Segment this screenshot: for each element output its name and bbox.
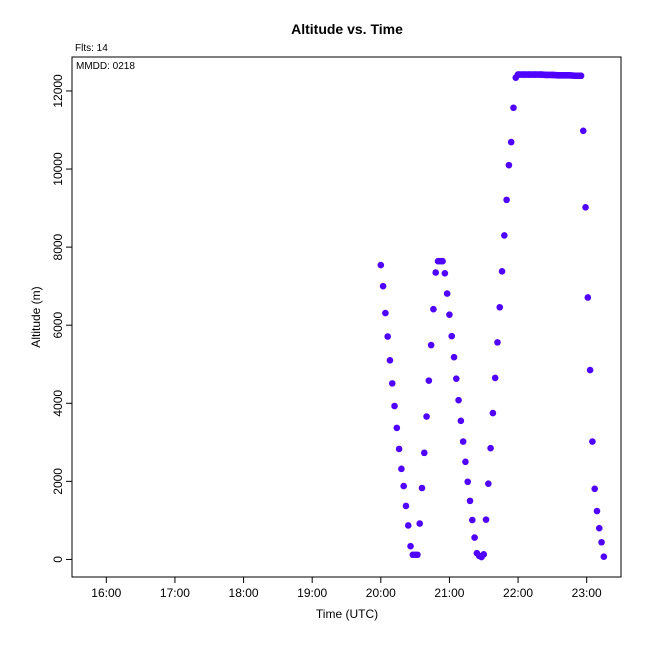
data-point — [496, 303, 504, 311]
data-point — [430, 305, 437, 313]
data-point — [485, 480, 492, 487]
x-tick-label: 23:00 — [572, 586, 602, 600]
x-tick-label: 16:00 — [91, 586, 121, 600]
data-point — [453, 375, 460, 382]
data-point — [393, 424, 401, 432]
data-point — [439, 257, 446, 265]
flights-count-label: Flts: 14 — [75, 43, 108, 54]
y-axis-label: Altitude (m) — [29, 286, 43, 347]
data-point — [455, 396, 462, 404]
data-point — [487, 444, 494, 452]
y-tick-label: 6000 — [51, 312, 65, 339]
data-point — [501, 232, 508, 239]
data-point — [491, 374, 499, 382]
data-point — [407, 542, 414, 550]
data-point — [582, 204, 589, 211]
y-tick-label: 0 — [51, 556, 65, 563]
data-point — [457, 417, 465, 425]
data-point — [507, 138, 515, 146]
data-point — [427, 341, 435, 349]
data-point — [480, 551, 488, 558]
data-point — [379, 282, 387, 290]
data-point — [593, 507, 601, 515]
data-point — [377, 261, 385, 269]
data-point — [579, 127, 587, 135]
x-tick-label: 17:00 — [160, 586, 190, 600]
plot-frame — [71, 56, 622, 578]
data-point — [598, 538, 605, 546]
data-point — [469, 516, 476, 524]
chart-title: Altitude vs. Time — [291, 21, 403, 37]
x-axis: 16:00 17:00 18:00 19:00 20:00 21:00 22:00 23:00 — [91, 577, 602, 600]
data-point — [404, 522, 412, 529]
x-tick-label: 19:00 — [297, 586, 327, 600]
date-label: MMDD: 0218 — [76, 61, 135, 72]
data-point — [402, 502, 410, 510]
data-point — [395, 445, 403, 453]
data-point — [503, 196, 510, 204]
data-point — [441, 269, 449, 277]
y-tick-label: 12000 — [51, 74, 65, 108]
y-tick-label: 10000 — [51, 152, 65, 186]
data-point — [586, 366, 594, 374]
cruise-segment — [514, 71, 585, 80]
data-point — [505, 161, 513, 169]
data-point — [462, 458, 469, 466]
x-tick-label: 20:00 — [366, 586, 396, 600]
data-point — [414, 551, 421, 559]
data-point — [466, 497, 474, 505]
data-point — [388, 380, 396, 387]
y-axis: 0 2000 4000 6000 8000 10000 12000 — [51, 74, 72, 563]
data-point — [420, 449, 428, 457]
data-point — [446, 311, 453, 318]
data-point — [386, 357, 394, 364]
x-tick-label: 18:00 — [229, 586, 259, 600]
data-point — [450, 353, 458, 361]
data-point — [432, 269, 440, 276]
x-tick-label: 21:00 — [434, 586, 464, 600]
data-point — [494, 339, 501, 346]
data-point — [391, 402, 398, 410]
data-point — [464, 478, 472, 486]
data-point — [400, 482, 407, 490]
data-point — [416, 520, 424, 527]
data-point — [482, 516, 490, 523]
data-point — [600, 553, 608, 560]
data-point — [459, 438, 467, 445]
data-point — [443, 290, 451, 297]
data-point — [382, 309, 389, 317]
data-point — [398, 465, 405, 473]
data-point — [418, 484, 426, 492]
data-point — [425, 377, 433, 384]
data-point — [591, 485, 598, 493]
x-axis-label: Time (UTC) — [316, 607, 378, 621]
data-point — [510, 104, 517, 112]
y-tick-label: 2000 — [51, 468, 65, 495]
y-tick-label: 4000 — [51, 390, 65, 417]
x-tick-label: 22:00 — [503, 586, 533, 600]
data-points — [377, 71, 608, 561]
data-point — [595, 524, 603, 532]
data-point — [471, 534, 478, 541]
data-point — [384, 333, 391, 340]
data-point — [589, 438, 596, 445]
data-point — [423, 413, 430, 420]
data-point — [489, 409, 497, 417]
data-point — [448, 332, 456, 340]
data-point — [498, 268, 506, 275]
y-tick-label: 8000 — [51, 233, 65, 260]
data-point — [584, 294, 592, 301]
